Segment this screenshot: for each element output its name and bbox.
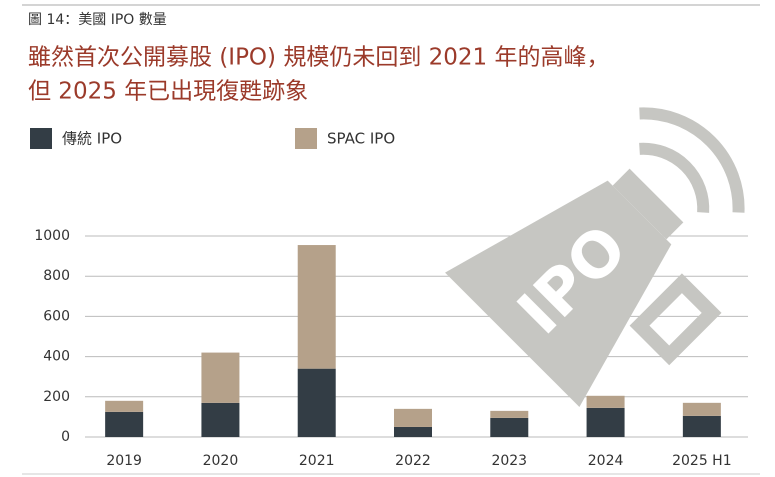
chart: 圖 14：美國 IPO 數量 雖然首次公開募股 (IPO) 規模仍未回到 202… <box>0 0 775 477</box>
bar-segment <box>201 353 239 403</box>
bar-segment <box>394 409 432 427</box>
legend-swatch <box>30 128 52 149</box>
bar-segment <box>105 401 143 412</box>
bar-segment <box>587 396 625 408</box>
bar-segment <box>683 416 721 437</box>
legend-label: 傳統 IPO <box>62 130 122 148</box>
y-tick-label: 600 <box>43 308 70 324</box>
bar-segment <box>105 412 143 437</box>
bar-segment <box>298 245 336 369</box>
x-tick-label: 2023 <box>491 453 527 469</box>
x-tick-label: 2021 <box>299 453 335 469</box>
bar-segment <box>490 418 528 437</box>
bar-segment <box>587 408 625 437</box>
y-tick-label: 400 <box>43 349 70 365</box>
chart-title: 但 2025 年已出現復甦跡象 <box>28 79 308 105</box>
x-tick-label: 2025 H1 <box>672 453 732 469</box>
x-tick-label: 2019 <box>106 453 142 469</box>
y-tick-label: 1000 <box>34 228 70 244</box>
legend-swatch <box>295 128 317 149</box>
bar-segment <box>490 411 528 418</box>
bar-segment <box>298 369 336 437</box>
bar-segment <box>683 403 721 416</box>
y-tick-label: 200 <box>43 389 70 405</box>
megaphone-handle <box>639 283 711 355</box>
y-tick-label: 800 <box>43 268 70 284</box>
y-tick-label: 0 <box>61 429 70 445</box>
x-tick-label: 2020 <box>203 453 239 469</box>
megaphone-icon: IPO <box>445 74 775 426</box>
chart-title: 雖然首次公開募股 (IPO) 規模仍未回到 2021 年的高峰， <box>28 45 609 71</box>
bar-segment <box>394 427 432 437</box>
legend-label: SPAC IPO <box>327 130 395 148</box>
x-tick-label: 2022 <box>395 453 431 469</box>
bar-segment <box>201 403 239 437</box>
caption: 圖 14：美國 IPO 數量 <box>28 12 167 28</box>
x-tick-label: 2024 <box>588 453 624 469</box>
